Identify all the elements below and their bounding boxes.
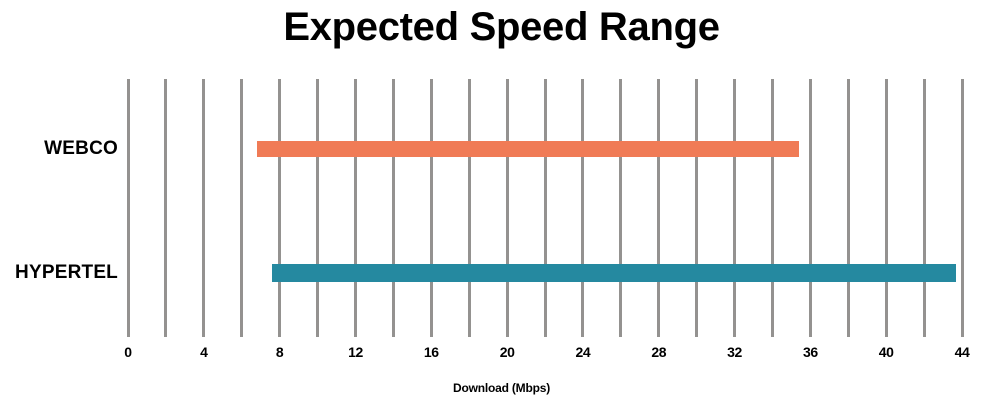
x-tick-label: 32 <box>727 344 742 360</box>
gridline <box>353 79 357 337</box>
gridline <box>543 79 547 337</box>
x-axis-title: Download (Mbps) <box>453 381 550 395</box>
category-axis: WEBCO HYPERTEL <box>0 79 118 337</box>
gridline <box>619 79 623 337</box>
x-tick-label: 0 <box>124 344 132 360</box>
gridline <box>467 79 471 337</box>
gridline <box>240 79 244 337</box>
gridline <box>733 79 737 337</box>
x-tick-label: 20 <box>499 344 515 360</box>
category-label-webco: WEBCO <box>44 138 118 159</box>
range-bar-hypertel[interactable] <box>272 264 957 282</box>
gridline <box>429 79 433 337</box>
x-tick-label: 16 <box>423 344 439 360</box>
gridline <box>391 79 395 337</box>
x-tick-label: 4 <box>200 344 208 360</box>
chart-title: Expected Speed Range <box>283 5 720 49</box>
gridline <box>922 79 926 337</box>
x-tick-label: 36 <box>802 344 818 360</box>
category-label-hypertel: HYPERTEL <box>15 262 118 283</box>
x-tick-label: 12 <box>348 344 363 360</box>
gridline <box>846 79 850 337</box>
x-tick-label: 44 <box>954 344 970 360</box>
gridline <box>164 79 168 337</box>
x-tick-label: 40 <box>878 344 894 360</box>
gridline <box>808 79 812 337</box>
gridline <box>278 79 282 337</box>
gridline <box>657 79 661 337</box>
gridline <box>126 79 130 337</box>
gridline <box>202 79 206 337</box>
x-tick-label: 24 <box>575 344 591 360</box>
gridline <box>581 79 585 337</box>
gridline <box>770 79 774 337</box>
x-axis-tick-labels: 0 4 8 12 16 20 24 28 32 36 40 44 <box>0 344 1003 366</box>
x-tick-label: 8 <box>275 344 284 360</box>
gridline <box>695 79 699 337</box>
gridline <box>884 79 888 337</box>
gridline <box>960 79 964 337</box>
plot-area <box>126 79 964 337</box>
gridline <box>316 79 320 337</box>
gridline <box>505 79 509 337</box>
x-tick-label: 28 <box>651 344 667 360</box>
range-bar-webco[interactable] <box>256 141 799 157</box>
